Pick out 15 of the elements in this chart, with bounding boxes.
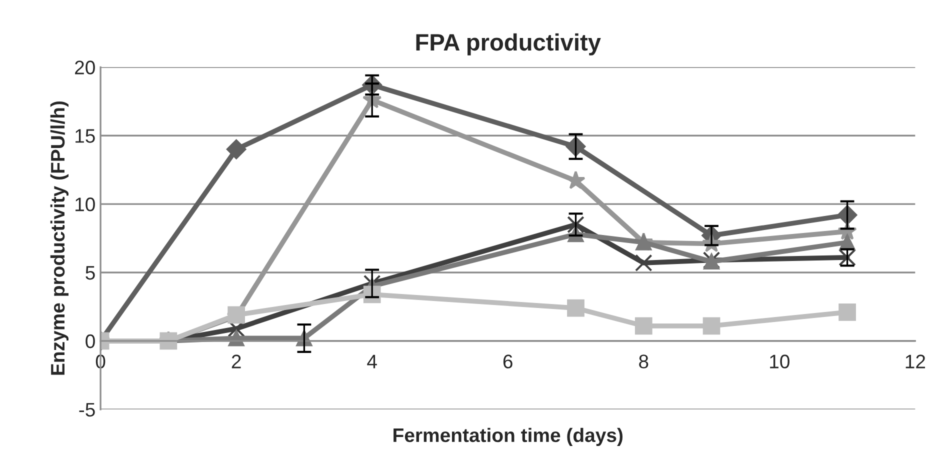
x-tick-label: 6	[503, 354, 512, 368]
y-tick-label: 0	[86, 334, 95, 348]
x-tick-label: 2	[232, 354, 241, 368]
y-axis-title: Enzyme productivity (FPU/l/h)	[50, 101, 69, 375]
x-axis-title: Fermentation time (days)	[394, 428, 623, 446]
chart-title: FPA productivity	[416, 33, 601, 56]
y-tick-label: 5	[86, 266, 95, 280]
x-tick-label: 12	[906, 354, 926, 368]
y-tick-label: 20	[75, 60, 95, 74]
y-tick-label: 10	[76, 198, 95, 212]
y-tick-label: -5	[79, 403, 95, 417]
x-tick-label: 4	[367, 354, 377, 368]
x-tick-label: 8	[639, 354, 648, 368]
y-tick-label: 15	[76, 129, 95, 143]
x-tick-label: 10	[770, 354, 790, 368]
